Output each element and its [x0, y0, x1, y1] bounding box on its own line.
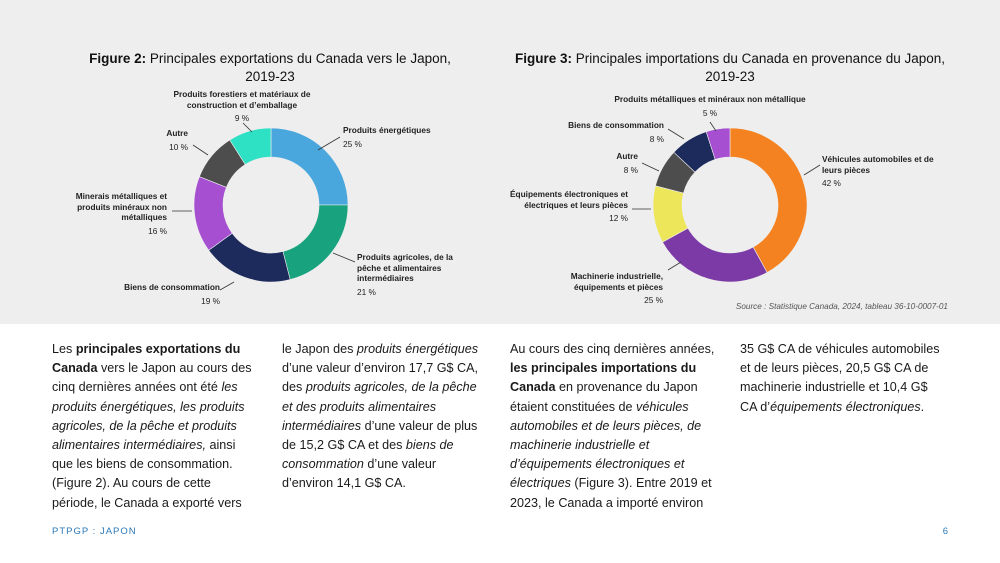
col2-run-1: produits énergétiques [356, 342, 479, 356]
col2-run-3: produits agricoles, de la pêche et des p… [282, 380, 477, 433]
fig2-label-biens: Biens de consommation 19 % [124, 282, 220, 306]
body-text-column-1: Les principales exportations du Canada v… [52, 340, 257, 513]
col3-run-0: Au cours des cinq dernières années, [510, 342, 715, 356]
fig3-slice-5 [705, 127, 731, 160]
figure-2-title: Figure 2: Principales exportations du Ca… [60, 50, 480, 86]
col3-run-1: les principales importations du Canada [510, 361, 697, 395]
page-number: 6 [942, 526, 948, 537]
col1-run-1: principales exportations du Canada [52, 342, 241, 376]
col4-run-2: . [920, 399, 925, 414]
fig2-label-agricoles: Produits agricoles, de la pêche et alime… [357, 252, 453, 297]
fig2-label-energetiques: Produits énergétiques 25 % [343, 125, 431, 149]
fig2-slice-5 [229, 127, 272, 165]
fig3-slice-1 [662, 227, 768, 283]
col1-run-3: les produits énergétiques, les produits … [52, 380, 245, 453]
col3-run-4: (Figure 3). Entre 2019 et 2023, le Canad… [510, 476, 712, 510]
fig3-label-vehicules: Véhicules automobiles et de leurs pièces… [822, 154, 934, 188]
figure-3-title-prefix: Figure 3: [514, 51, 572, 66]
fig2-slice-1 [282, 204, 349, 280]
charts-svg [172, 121, 821, 291]
col2-run-4: d’une valeur de plus de 15,2 G$ CA et de… [282, 418, 478, 453]
col4-run-1: équipements électroniques [770, 399, 921, 414]
fig2-label-autre: Autre 10 % [166, 128, 188, 152]
fig2-label-forestiers: Produits forestiers et matériaux de cons… [173, 89, 311, 123]
figure-3-title-text: Principales importations du Canada en pr… [575, 51, 946, 66]
col4-run-0: 35 G$ CA de véhicules automobiles et de … [740, 342, 940, 414]
figure-3-title: Figure 3: Principales importations du Ca… [500, 50, 960, 86]
fig2-leader-autre [192, 144, 209, 156]
col1-run-0: Les [52, 342, 76, 356]
fig3-leader-metalliques [709, 121, 717, 132]
fig3-label-metalliques: Produits métalliques et minéraux non mét… [614, 94, 806, 118]
col1-run-4: ainsi que les biens de consommation. (Fi… [52, 438, 242, 510]
fig3-slice-0 [729, 127, 808, 273]
col2-run-0: le Japon des [282, 342, 357, 356]
col2-run-2: d’une valeur d’environ 17,7 G$ CA, des [282, 361, 479, 395]
fig3-label-biens: Biens de consommation 8 % [568, 120, 664, 144]
fig3-leader-autre [641, 162, 660, 172]
chart-source: Source : Statistique Canada, 2024, table… [735, 302, 948, 311]
col2-run-6: d’une valeur d’environ 14,1 G$ CA. [282, 457, 437, 491]
footer-section-title: PTPGP : JAPON [52, 526, 137, 537]
fig2-label-minerais: Minerais métalliques et produits minérau… [75, 191, 167, 236]
col1-run-2: vers le Japon au cours des cinq dernière… [52, 361, 252, 395]
figure-2-title-prefix: Figure 2: [89, 51, 147, 66]
fig3-leader-machinerie [667, 261, 682, 271]
figure-3-title-line2: 2019-23 [705, 69, 755, 84]
col3-run-2: en provenance du Japon étaient constitué… [510, 380, 698, 414]
figure-2-title-text: Principales exportations du Canada vers … [149, 51, 451, 66]
body-text-column-3: Au cours des cinq dernières années, les … [510, 340, 715, 513]
fig3-label-electroniques: Équipements électroniques et électriques… [509, 189, 628, 223]
fig3-leader-vehicules [803, 164, 821, 176]
fig2-leader-biens [219, 281, 235, 291]
fig3-label-machinerie: Machinerie industrielle, équipements et … [570, 271, 663, 305]
body-text-column-2: le Japon des produits énergétiques d’une… [282, 340, 487, 494]
fig3-leader-biens [667, 128, 685, 140]
col3-run-3: véhicules automobiles et de leurs pièces… [510, 399, 702, 491]
body-text-column-4: 35 G$ CA de véhicules automobiles et de … [740, 340, 945, 417]
fig2-leader-energetiques [317, 136, 341, 151]
fig2-leader-forestiers [242, 122, 253, 133]
figure-2-title-line2: 2019-23 [245, 69, 295, 84]
col2-run-5: biens de consommation [282, 438, 454, 472]
fig2-leader-agricoles [332, 252, 356, 263]
fig3-label-autre: Autre 8 % [616, 151, 638, 175]
figures-panel [0, 0, 1000, 324]
